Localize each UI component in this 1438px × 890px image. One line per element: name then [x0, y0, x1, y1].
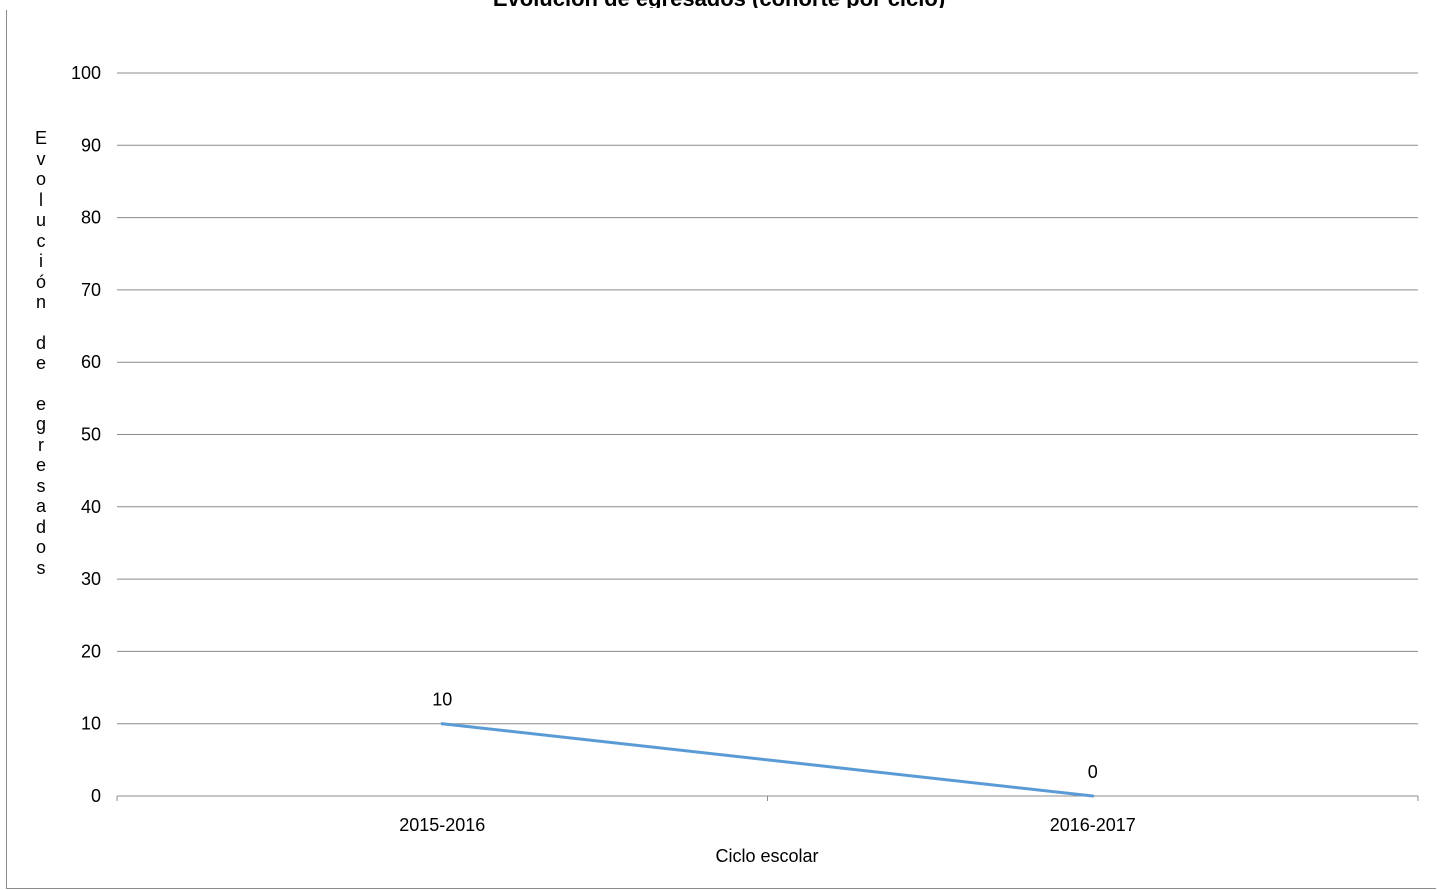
y-axis-label-char: v: [36, 148, 46, 169]
y-axis-label-char: e: [35, 455, 46, 475]
y-axis-label-char: d: [35, 332, 46, 353]
y-tick-label: 10: [81, 714, 101, 734]
y-tick-label: 70: [81, 280, 101, 300]
y-axis-label-char: d: [35, 516, 46, 537]
y-axis-label-char: r: [38, 434, 44, 455]
y-axis-label-char: l: [39, 189, 43, 210]
y-axis-label-char: o: [35, 537, 46, 557]
y-tick-label: 50: [81, 425, 101, 445]
y-tick-label: 60: [81, 352, 101, 372]
y-axis-label-char: [30, 374, 52, 394]
data-point: [1091, 794, 1095, 798]
y-tick-label: 40: [81, 497, 101, 517]
x-axis-label: Ciclo escolar: [715, 846, 818, 866]
y-axis-label-char: o: [35, 169, 46, 189]
y-axis-label-char: e: [35, 393, 46, 414]
y-tick-label: 90: [81, 135, 101, 155]
y-tick-label: 80: [81, 208, 101, 228]
series-line: [440, 722, 1095, 798]
x-tick-label: 2016-2017: [1050, 815, 1136, 835]
y-tick-label: 100: [71, 63, 101, 83]
y-tick-label: 20: [81, 641, 101, 661]
y-axis-label-char: u: [35, 210, 46, 230]
y-axis-label-char: e: [35, 353, 46, 373]
y-axis-label-char: g: [35, 414, 46, 434]
x-tick-label: 2015-2016: [399, 815, 485, 835]
data-point: [440, 722, 444, 726]
y-tick-label: 0: [91, 786, 101, 806]
y-axis-label-char: ó: [35, 271, 46, 292]
y-axis-label-char: s: [36, 557, 46, 578]
data-label: 10: [432, 690, 452, 710]
y-axis-label-char: [30, 313, 52, 333]
y-axis-label-char: s: [36, 475, 46, 496]
y-axis-label-char: a: [35, 496, 46, 516]
y-axis-label-char: E: [34, 128, 47, 148]
chart-frame: [6, 10, 1436, 889]
y-axis-label-char: i: [39, 251, 43, 271]
y-axis-label-char: c: [36, 230, 46, 251]
data-label: 0: [1088, 762, 1098, 782]
y-tick-label: 30: [81, 569, 101, 589]
y-axis-label-char: n: [35, 292, 46, 312]
